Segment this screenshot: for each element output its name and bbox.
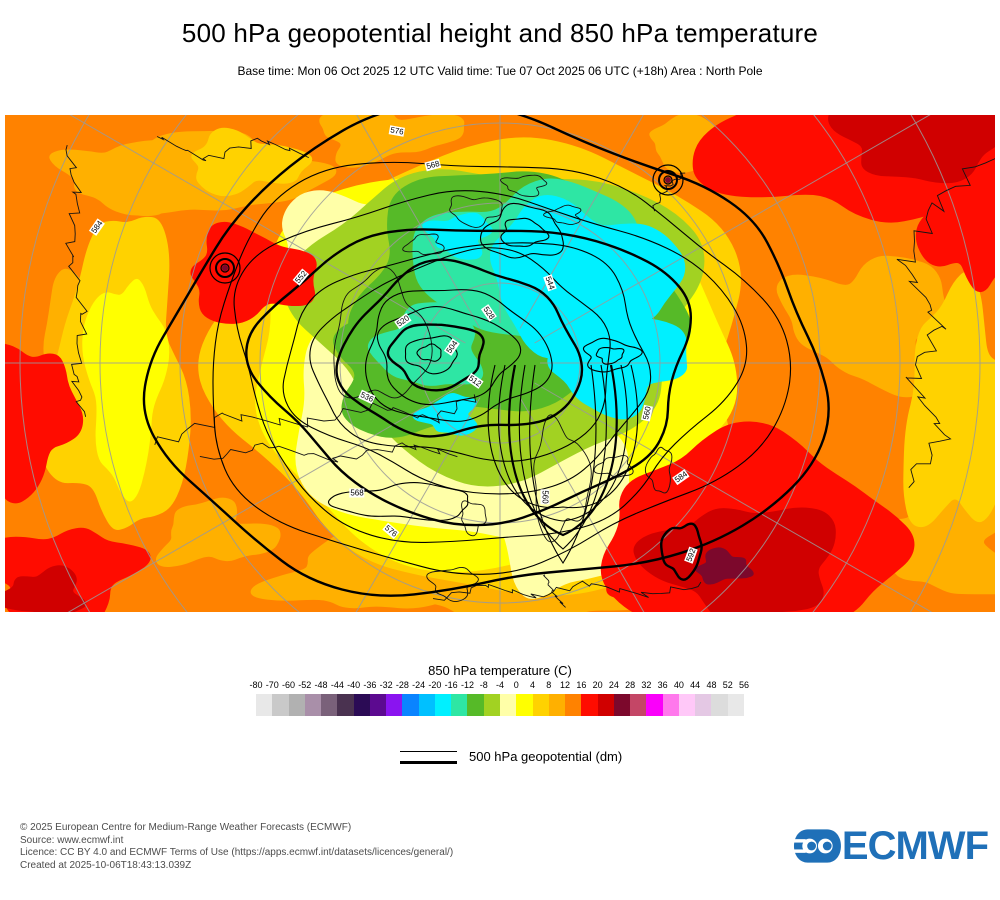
colorbar-swatch xyxy=(386,694,403,716)
colorbar-tick-label: -80 xyxy=(249,680,263,690)
cyclone-markers xyxy=(209,164,684,284)
colorbar-tick-label: 24 xyxy=(608,680,619,690)
colorbar-tick-label: 52 xyxy=(722,680,733,690)
colorbar-swatch xyxy=(678,694,696,716)
colorbar-swatch xyxy=(353,694,370,716)
colorbar-swatch xyxy=(662,694,679,716)
temperature-legend-title: 850 hPa temperature (C) xyxy=(428,663,572,678)
trough-contour-layer xyxy=(487,364,639,565)
weather-map: 504 512 520 528 536 544 552 560 568 576 584 592 576 5… xyxy=(5,115,995,612)
colorbar-tick-label: 36 xyxy=(657,680,668,690)
geopotential-contour-label: 560 xyxy=(540,489,550,505)
colorbar-swatch xyxy=(499,694,517,716)
colorbar-swatch xyxy=(630,694,647,716)
thin-contour-line-sample xyxy=(400,751,457,752)
geopotential-legend: 500 hPa geopotential (dm) xyxy=(400,744,622,768)
colorbar-swatch xyxy=(288,694,305,716)
footer-attribution: © 2025 European Centre for Medium-Range … xyxy=(20,822,453,872)
colorbar-swatch xyxy=(369,694,387,716)
colorbar-tick-label: 32 xyxy=(641,680,652,690)
colorbar-tick-label: -40 xyxy=(347,680,361,690)
colorbar-swatch xyxy=(321,694,338,716)
colorbar-tick-label: -44 xyxy=(330,680,344,690)
colorbar-tick-label: 0 xyxy=(513,680,519,690)
colorbar-tick-label: -12 xyxy=(460,680,474,690)
colorbar-tick-label: -70 xyxy=(265,680,279,690)
colorbar-swatch xyxy=(483,694,500,716)
colorbar-tick-label: -48 xyxy=(314,680,328,690)
temperature-legend-ticks: -80 -70 -60 -52 -48 -44 -40 -36 -32 -28 -24 -20 -16-… xyxy=(249,680,749,692)
colorbar-swatch xyxy=(695,694,712,716)
colorbar-tick-label: -28 xyxy=(395,680,409,690)
colorbar-tick-label: 48 xyxy=(706,680,717,690)
colorbar-tick-label: 40 xyxy=(673,680,684,690)
colorbar-swatch xyxy=(532,694,549,716)
licence-line: Licence: CC BY 4.0 and ECMWF Terms of Us… xyxy=(20,847,454,858)
temperature-colorbar xyxy=(256,694,744,716)
colorbar-swatch xyxy=(565,694,582,716)
colorbar-tick-label: -32 xyxy=(379,680,393,690)
geopotential-contour-layer xyxy=(142,115,830,597)
colorbar-swatch xyxy=(548,694,566,716)
colorbar-swatch xyxy=(418,694,435,716)
geopotential-contour-label: 568 xyxy=(349,488,365,498)
ecmwf-logo-text: ECMWF xyxy=(841,824,989,868)
colorbar-swatch xyxy=(451,694,468,716)
page-subtitle: Base time: Mon 06 Oct 2025 12 UTC Valid … xyxy=(237,64,763,78)
colorbar-swatch xyxy=(711,694,728,716)
colorbar-tick-label: 4 xyxy=(530,680,536,690)
colorbar-swatch xyxy=(727,694,744,716)
ecmwf-logo: ECMWF xyxy=(793,824,989,868)
created-line: Created at 2025-10-06T18:43:13.039Z xyxy=(20,859,192,871)
coastline-layer xyxy=(65,136,995,608)
colorbar-tick-label: -60 xyxy=(282,680,296,690)
colorbar-swatch xyxy=(581,694,598,716)
colorbar-swatch xyxy=(597,694,614,716)
colorbar-tick-label: -4 xyxy=(495,680,505,690)
ecmwf-logo-icon xyxy=(793,829,841,863)
colorbar-swatch xyxy=(402,694,419,716)
colorbar-swatch xyxy=(467,694,484,716)
colorbar-tick-label: -16 xyxy=(444,680,458,690)
colorbar-tick-label: 16 xyxy=(576,680,587,690)
colorbar-tick-label: -20 xyxy=(428,680,442,690)
colorbar-swatch xyxy=(272,694,289,716)
colorbar-swatch xyxy=(646,694,663,716)
colorbar-tick-label: 8 xyxy=(546,680,552,690)
colorbar-tick-label: -24 xyxy=(412,680,426,690)
source-line: Source: www.ecmwf.int xyxy=(20,834,124,846)
colorbar-tick-label: -8 xyxy=(479,680,488,690)
colorbar-swatch xyxy=(434,694,452,716)
thick-contour-line-sample xyxy=(400,761,457,764)
colorbar-tick-label: 44 xyxy=(690,680,701,690)
colorbar-swatch xyxy=(256,694,273,716)
colorbar-tick-label: 56 xyxy=(738,680,750,690)
colorbar-tick-label: 20 xyxy=(592,680,603,690)
colorbar-tick-label: 28 xyxy=(625,680,636,690)
page-title: 500 hPa geopotential height and 850 hPa … xyxy=(181,18,819,48)
geopotential-legend-label: 500 hPa geopotential (dm) xyxy=(469,748,623,764)
weather-map-canvas xyxy=(5,115,995,612)
geopotential-line-samples xyxy=(400,748,457,764)
colorbar-swatch xyxy=(337,694,354,716)
colorbar-swatch xyxy=(613,694,631,716)
copyright-line: © 2025 European Centre for Medium-Range … xyxy=(20,822,352,833)
colorbar-swatch xyxy=(304,694,322,716)
colorbar-swatch xyxy=(516,694,533,716)
colorbar-tick-label: -36 xyxy=(363,680,377,690)
colorbar-tick-label: -52 xyxy=(298,680,312,690)
colorbar-tick-label: 12 xyxy=(560,680,571,690)
